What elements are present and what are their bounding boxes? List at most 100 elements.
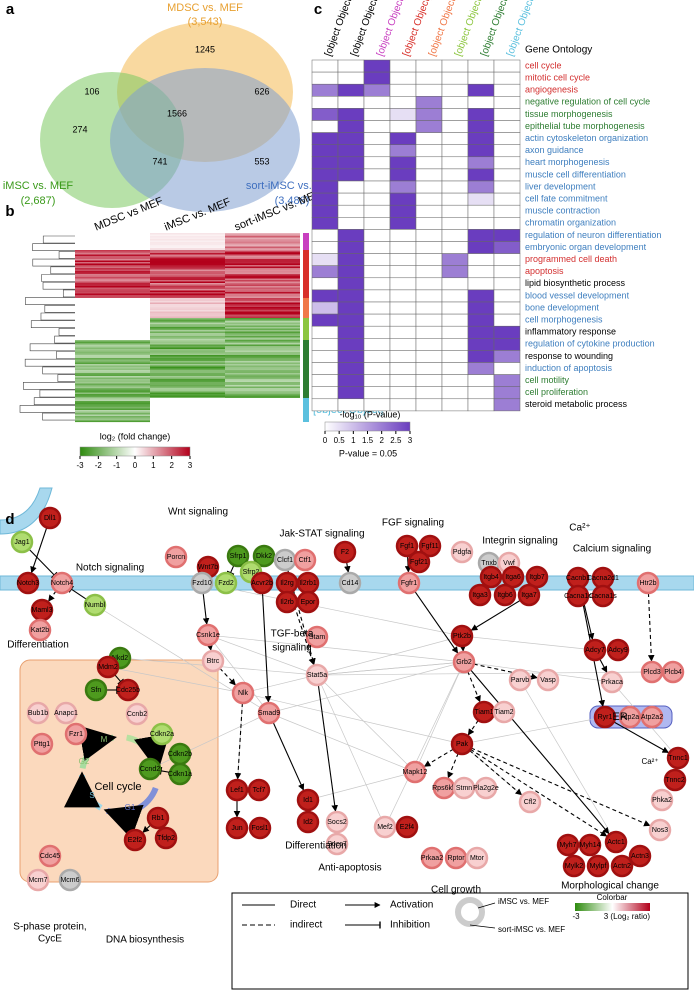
heatmap-row [150,413,225,415]
regulation [272,721,305,791]
go-term: bone development [525,302,600,312]
heatmap-row [150,340,225,342]
heatmap-row [150,343,225,345]
gene-label: Kat2b [31,627,49,634]
interaction [242,692,463,745]
heatmap-row [225,339,300,341]
gene-node [16,571,40,595]
gene-node [583,638,607,662]
go-term: heart morphogenesis [525,157,610,167]
gene-node [600,670,624,694]
go-cell [415,144,443,158]
dendrogram [30,320,75,328]
heatmap-row [225,408,300,411]
go-term: cell proliferation [525,387,588,397]
heatmap-row [75,361,150,363]
heatmap-row [75,341,150,344]
dendrogram [33,397,75,405]
go-cell [467,301,495,315]
go-cell [493,301,521,315]
go-cell [363,217,391,230]
heatmap-row [75,296,150,299]
gene-node [50,571,74,595]
go-cell [363,241,391,254]
go-cell [363,108,391,121]
heatmap-row [225,356,300,359]
heatmap-row [225,402,300,405]
regulation [613,721,669,754]
heatmap-row [150,367,225,369]
go-cell [311,241,339,254]
gene-node [562,854,586,878]
go-cell [415,96,443,109]
heatmap-row [150,281,225,284]
go-cell [441,83,469,97]
heatmap-row [75,283,150,285]
heatmap-row [150,305,225,308]
gene-node [420,846,444,870]
go-cell [311,156,339,170]
go-cell [415,386,443,400]
go-cell [311,253,339,266]
gene-label: Grb2 [456,659,472,666]
regulation [28,548,58,579]
heatmap-row [150,302,225,305]
heatmap-row [225,275,300,278]
cell-cycle-phase [64,771,103,811]
gene-node [479,565,503,589]
heatmap-row [75,334,150,337]
regulation [470,747,651,827]
heatmap-row [225,305,300,308]
heatmap-row [150,234,225,237]
go-cell [467,229,495,242]
heatmap-row [75,388,150,390]
gene-label: Tiam2 [494,709,513,716]
go-cell [441,338,469,351]
heatmap-row [225,371,300,374]
regulation [447,753,459,779]
label: Activation [390,900,433,911]
gene-node [116,678,140,702]
gene-label: Acvr2b [251,580,273,587]
pathway-text: Notch signaling [76,563,144,574]
heatmap-row [75,286,150,288]
go-cell [467,217,495,230]
go-cell [493,156,521,170]
heatmap-row [75,340,150,342]
gene-node [452,776,476,800]
heatmap-row [225,253,300,255]
gene-label: Dll1 [44,515,56,522]
go-cell [337,313,365,327]
gene-node [450,732,474,756]
go-cell [467,265,495,279]
heatmap-row [150,269,225,272]
go-cell [441,59,469,73]
go-cell [389,289,417,303]
go-cell [415,71,443,85]
go-cell [493,59,521,73]
interaction [201,582,463,637]
heatmap-row [225,358,300,360]
heatmap-row [225,296,300,299]
go-cell [467,277,495,291]
heatmap-row [75,263,150,266]
go-cell [337,265,365,279]
heatmap-row [225,392,300,395]
go-cell [363,325,391,339]
go-cell [493,325,521,339]
go-cell [467,204,495,218]
gene-node [663,768,687,792]
go-cell [363,386,391,400]
heatmap-row [150,352,225,354]
gene-node [164,545,188,569]
heatmap-row [225,265,300,267]
regulation [414,590,459,654]
heatmap-row [225,420,300,423]
heatmap-row [225,365,300,368]
gene-label: Jun [231,825,242,832]
go-cell [337,362,365,375]
label: Inhibition [390,920,430,931]
heatmap-row [75,353,150,356]
heatmap-row [75,358,150,360]
heatmap-row [75,262,150,264]
